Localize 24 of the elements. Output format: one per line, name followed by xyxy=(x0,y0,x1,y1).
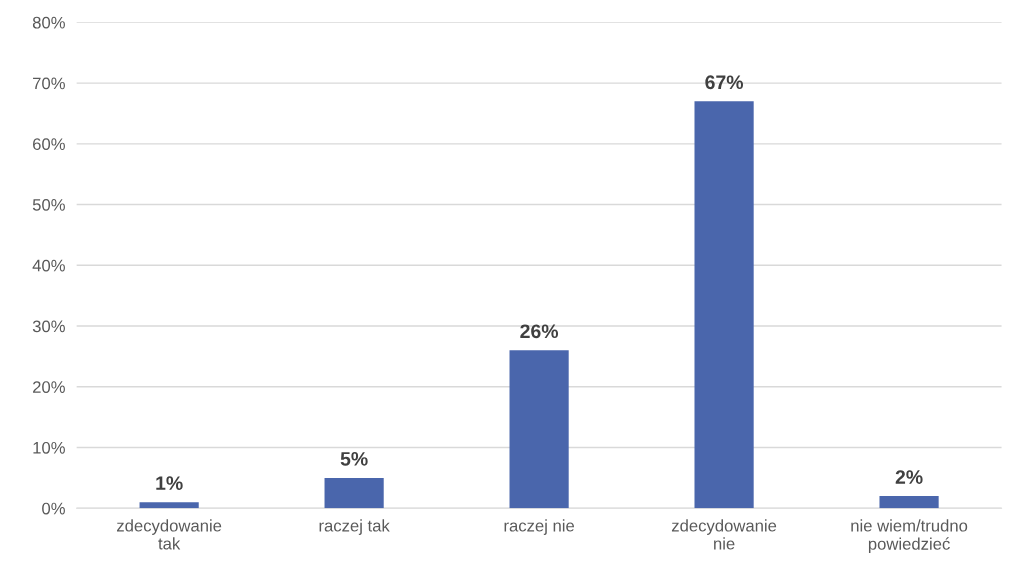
y-tick-label: 0% xyxy=(42,502,65,515)
y-tick-label: 50% xyxy=(32,198,65,211)
x-tick-label: raczej nie xyxy=(504,519,575,535)
bar xyxy=(694,101,754,509)
data-label: 5% xyxy=(340,451,368,466)
y-tick-label: 20% xyxy=(33,381,65,393)
data-label: 1% xyxy=(156,476,183,490)
y-tick-label: 80% xyxy=(32,16,65,29)
bar xyxy=(139,502,199,509)
y-tick-label: 60% xyxy=(33,138,65,151)
data-label: 2% xyxy=(895,470,923,484)
y-tick-label: 30% xyxy=(32,320,65,333)
x-tick-label: zdecydowanie nie xyxy=(671,519,777,550)
data-label: 26% xyxy=(520,324,559,339)
x-tick-label: raczej tak xyxy=(319,519,390,535)
bar xyxy=(324,477,384,509)
bar xyxy=(879,496,939,509)
x-tick-label: nie wiem/trudno powiedzieć xyxy=(851,519,968,554)
data-label: 67% xyxy=(705,75,744,90)
y-tick-label: 10% xyxy=(33,441,65,454)
bar xyxy=(509,350,569,509)
y-tick-label: 40% xyxy=(32,259,65,272)
y-tick-label: 70% xyxy=(33,77,65,90)
x-tick-label: zdecydowanie tak xyxy=(117,519,222,550)
